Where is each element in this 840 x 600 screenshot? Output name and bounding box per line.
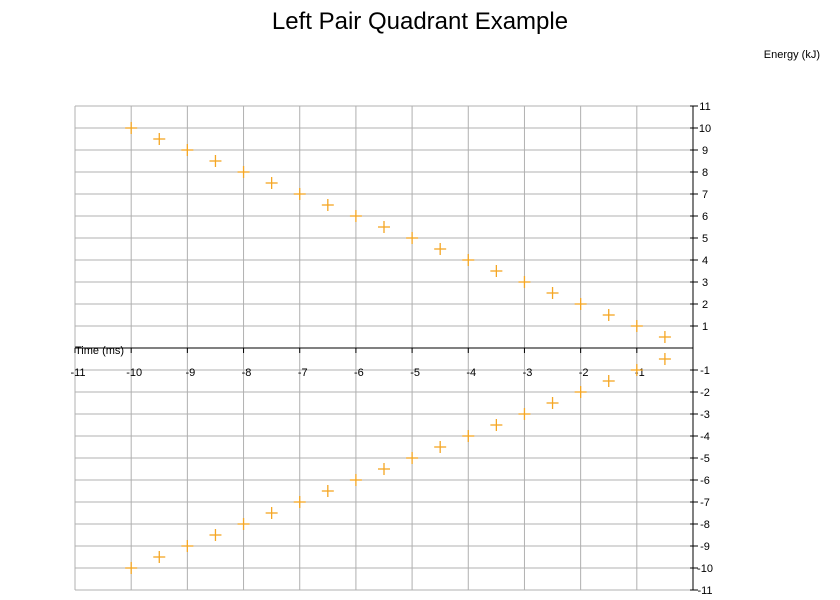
x-tick-label: -4 — [466, 367, 476, 379]
data-point — [630, 320, 643, 332]
x-tick-label: -8 — [242, 367, 252, 379]
y-tick-label: 10 — [699, 123, 711, 135]
y-tick-label: -1 — [700, 365, 710, 377]
tick-labels: -11 -10 -9 -8 -7 -6 -5 -4 -3 -2 -1-11-10-9-8-7-6-5… — [70, 101, 713, 597]
data-point — [546, 397, 559, 409]
y-tick-label: -4 — [700, 431, 710, 443]
axes — [74, 105, 698, 591]
x-tick-label: -11 — [70, 367, 85, 379]
x-tick-label: -5 — [410, 367, 420, 379]
x-tick-label: -7 — [298, 367, 308, 379]
chart-title: Left Pair Quadrant Example — [271, 8, 569, 35]
data-points — [125, 122, 671, 574]
data-point — [546, 287, 559, 299]
data-point — [602, 375, 615, 387]
data-point — [462, 254, 475, 266]
data-point — [378, 463, 390, 475]
x-axis-label: Time (ms) — [75, 345, 124, 357]
y-tick-label: 7 — [702, 189, 708, 201]
data-point — [349, 474, 362, 486]
y-tick-label: 8 — [702, 167, 708, 179]
data-point — [658, 353, 671, 365]
data-point — [658, 331, 671, 343]
y-tick-label: -7 — [700, 497, 710, 509]
data-point — [293, 188, 306, 200]
data-point — [406, 232, 419, 244]
y-tick-label: -2 — [700, 387, 710, 399]
data-point — [321, 485, 334, 497]
y-tick-label: -6 — [700, 475, 710, 487]
y-tick-label: 2 — [702, 299, 708, 311]
data-point — [125, 122, 138, 134]
data-point — [265, 507, 278, 519]
data-point — [602, 309, 615, 321]
y-tick-label: -3 — [700, 409, 710, 421]
y-tick-label: -10 — [697, 563, 713, 575]
data-point — [153, 551, 166, 563]
y-tick-label: 5 — [702, 233, 708, 245]
x-tick-label: -3 — [523, 367, 533, 379]
data-point — [181, 540, 194, 552]
data-point — [125, 562, 138, 574]
data-point — [574, 386, 587, 398]
y-tick-label: 9 — [702, 145, 708, 157]
data-point — [434, 441, 447, 453]
y-tick-label: -5 — [700, 453, 710, 465]
data-point — [490, 419, 503, 431]
data-point — [237, 166, 250, 178]
data-point — [574, 298, 587, 310]
data-point — [237, 518, 250, 530]
data-point — [406, 452, 419, 464]
data-point — [265, 177, 278, 189]
y-tick-label: 1 — [702, 321, 708, 333]
y-tick-label: -9 — [700, 541, 710, 553]
data-point — [153, 133, 166, 145]
x-tick-label: -2 — [579, 367, 589, 379]
data-point — [434, 243, 447, 255]
y-tick-label: 6 — [702, 211, 708, 223]
data-point — [321, 199, 334, 211]
x-tick-label: -10 — [126, 367, 142, 379]
y-tick-label: 11 — [699, 101, 710, 113]
y-tick-label: 4 — [702, 255, 708, 267]
data-point — [209, 155, 222, 167]
data-point — [462, 430, 475, 442]
data-point — [209, 529, 222, 541]
data-point — [181, 144, 194, 156]
x-tick-label: -6 — [354, 367, 364, 379]
data-point — [378, 221, 390, 233]
y-axis-label: Energy (kJ) — [763, 49, 820, 61]
y-tick-label: -11 — [697, 585, 712, 597]
data-point — [518, 276, 531, 288]
data-point — [518, 408, 531, 420]
data-point — [490, 265, 503, 277]
data-point — [630, 364, 643, 376]
y-tick-label: -8 — [700, 519, 710, 531]
data-point — [293, 496, 306, 508]
x-tick-label: -1 — [635, 367, 645, 379]
data-point — [349, 210, 362, 222]
y-tick-label: 3 — [702, 277, 708, 289]
x-tick-label: -9 — [185, 367, 195, 379]
